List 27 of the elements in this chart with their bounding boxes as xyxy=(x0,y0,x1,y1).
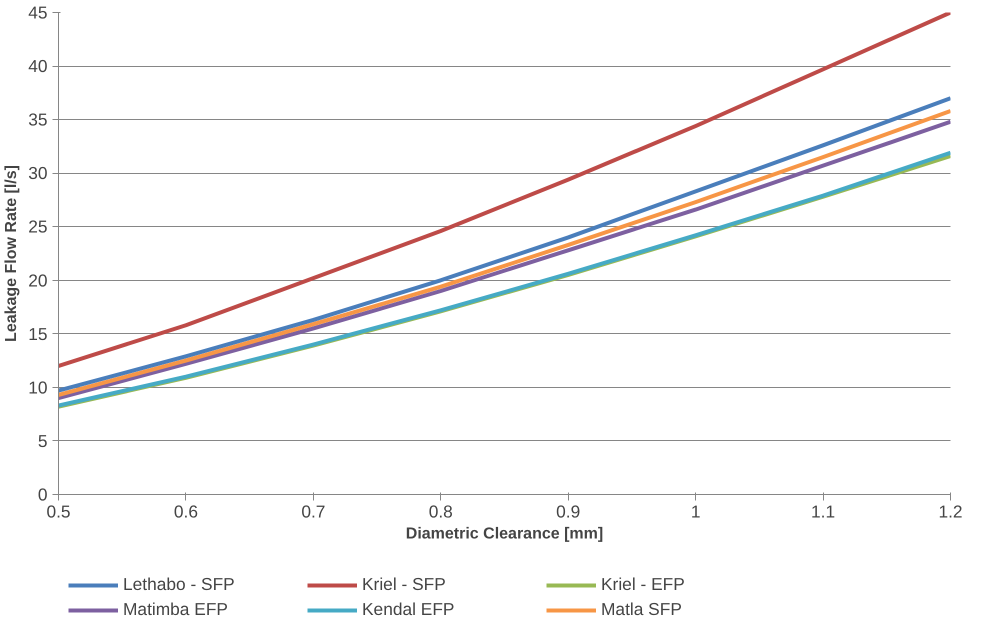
y-tick-label: 45 xyxy=(28,2,48,22)
y-tick-label: 20 xyxy=(28,270,48,290)
y-tick-label: 10 xyxy=(28,377,48,398)
y-axis-title: Leakage Flow Rate [l/s] xyxy=(3,165,20,342)
y-tick-label: 30 xyxy=(28,163,48,184)
y-tick-label: 40 xyxy=(28,56,48,76)
x-tick-label: 0.5 xyxy=(46,502,71,522)
legend-label: Kendal EFP xyxy=(362,599,456,620)
x-axis-title: Diametric Clearance [mm] xyxy=(406,526,604,542)
x-tick-label: 1.1 xyxy=(811,502,836,522)
legend-label: Matla SFP xyxy=(601,599,683,620)
x-tick-label: 1.2 xyxy=(938,502,963,522)
legend-label: Matimba EFP xyxy=(123,599,229,620)
y-tick-label: 5 xyxy=(38,430,48,451)
x-tick-label: 0.9 xyxy=(556,502,580,522)
legend-label: Lethabo - SFP xyxy=(123,574,236,595)
x-tick-label: 0.8 xyxy=(428,502,453,522)
y-tick-label: 35 xyxy=(28,110,48,130)
y-tick-label: 25 xyxy=(28,216,48,237)
x-tick-label: 1 xyxy=(690,502,700,522)
y-tick-label: 0 xyxy=(38,484,48,504)
legend-label: Kriel - SFP xyxy=(362,574,447,595)
legend-label: Kriel - EFP xyxy=(601,574,686,595)
x-tick-label: 0.6 xyxy=(174,502,198,522)
line-series xyxy=(58,12,950,368)
x-tick-label: 0.7 xyxy=(301,502,326,522)
y-tick-label: 15 xyxy=(28,324,48,344)
